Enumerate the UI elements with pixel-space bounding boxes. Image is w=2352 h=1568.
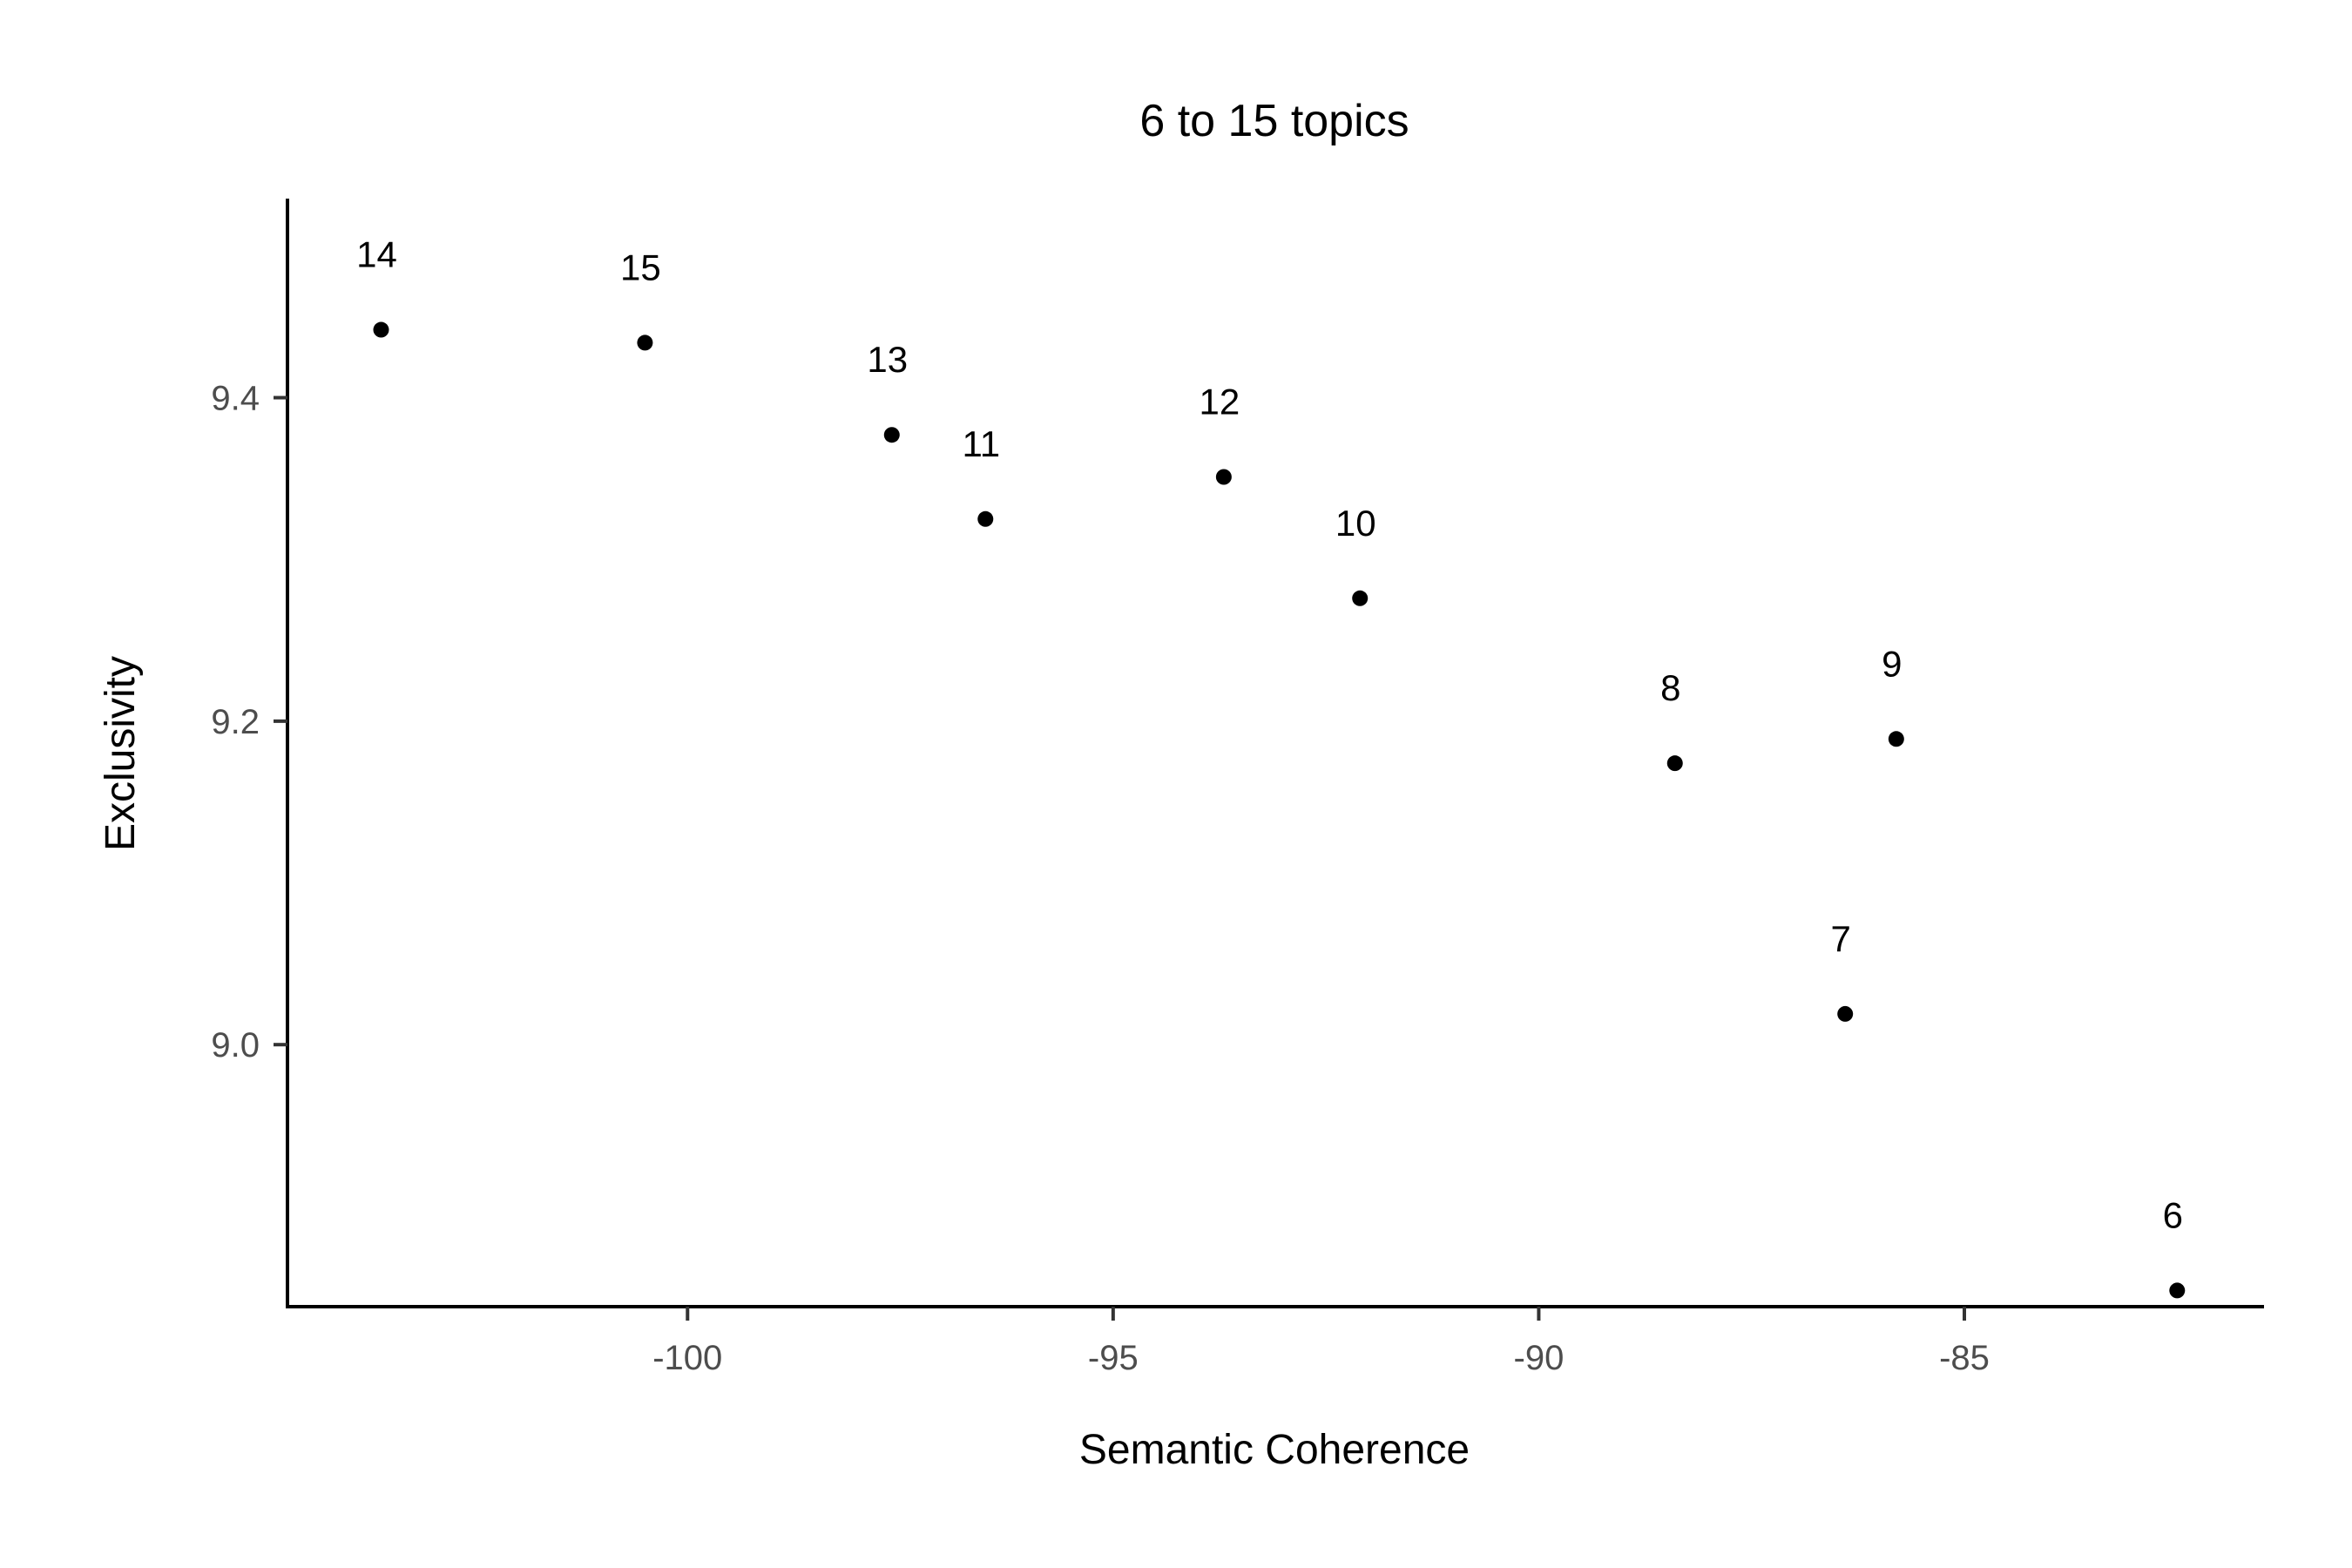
data-point-10 <box>1352 590 1369 606</box>
point-label-9: 9 <box>1882 643 1902 684</box>
data-point-14 <box>373 321 389 338</box>
y-axis-title: Exclusivity <box>98 656 144 851</box>
axes <box>286 199 2264 1308</box>
point-label-6: 6 <box>2163 1194 2183 1235</box>
x-tick-label: -95 <box>1088 1339 1139 1377</box>
point-label-8: 8 <box>1660 667 1680 708</box>
data-point-9 <box>1888 731 1904 747</box>
point-label-11: 11 <box>962 423 1000 464</box>
point-labels: 6 7 8 9 10 11 12 13 14 15 <box>356 234 2183 1236</box>
y-tick-label: 9.4 <box>211 380 260 418</box>
data-point-13 <box>883 427 900 443</box>
x-tick-label: -90 <box>1514 1339 1565 1377</box>
chart-title: 6 to 15 topics <box>1139 96 1409 146</box>
data-point-7 <box>1837 1005 1854 1022</box>
x-tick-label: -100 <box>652 1339 722 1377</box>
point-label-7: 7 <box>1831 918 1851 959</box>
point-label-10: 10 <box>1335 503 1376 544</box>
data-point-8 <box>1666 755 1683 772</box>
y-ticks: 9.0 9.2 9.4 <box>211 380 287 1064</box>
data-point-12 <box>1215 469 1232 485</box>
data-points <box>373 321 2186 1299</box>
y-tick-label: 9.0 <box>211 1026 260 1064</box>
data-point-11 <box>977 510 994 527</box>
data-point-15 <box>637 335 653 351</box>
data-point-6 <box>2169 1282 2186 1299</box>
x-tick-label: -85 <box>1939 1339 1990 1377</box>
x-ticks: -100 -95 -90 -85 <box>652 1307 1990 1377</box>
point-label-13: 13 <box>867 339 908 380</box>
point-label-12: 12 <box>1200 382 1240 422</box>
y-tick-label: 9.2 <box>211 703 260 741</box>
x-axis-title: Semantic Coherence <box>1079 1427 1470 1473</box>
point-label-15: 15 <box>620 247 661 287</box>
point-label-14: 14 <box>356 234 397 275</box>
